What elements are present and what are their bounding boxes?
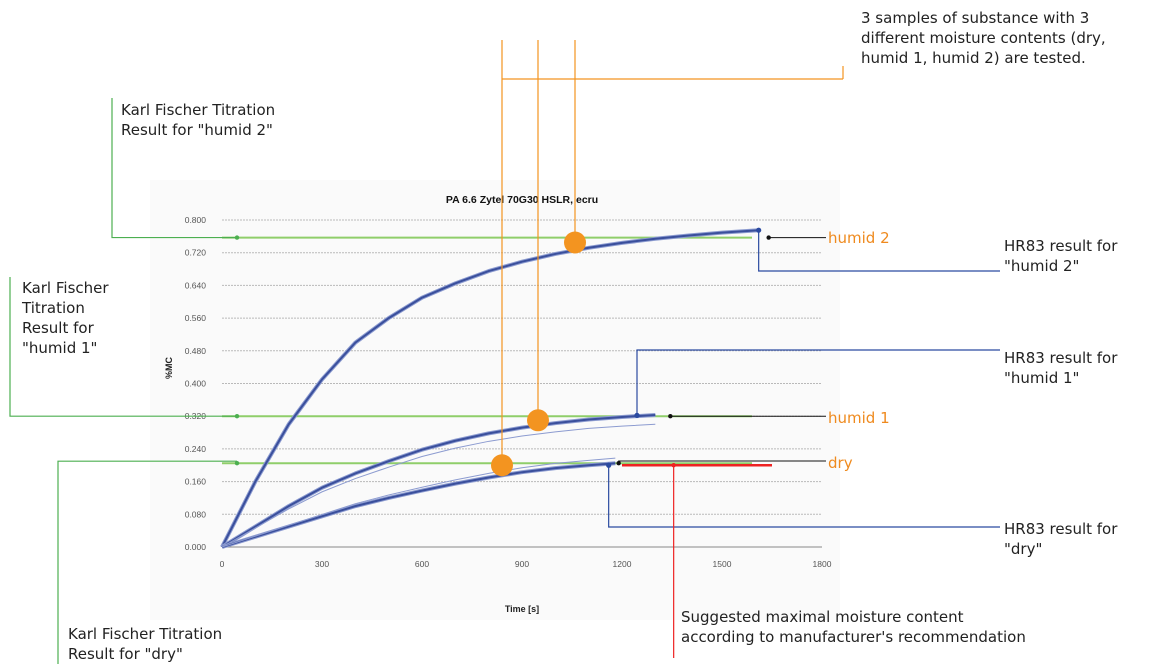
chart-background	[150, 180, 840, 620]
x-tick-label: 1200	[613, 559, 632, 569]
series-label-humid-2: humid 2	[828, 229, 890, 247]
curve-layer	[220, 228, 759, 549]
x-tick-label: 900	[515, 559, 529, 569]
leader-layer	[9, 98, 1000, 664]
y-tick-label: 0.160	[185, 477, 207, 487]
series-labels: humid 2 humid 1 dry	[828, 229, 890, 472]
series-line-dry	[221, 462, 616, 548]
suggested-max-note: Suggested maximal moisture content accor…	[681, 608, 1026, 646]
label-leader	[618, 460, 826, 464]
hr83-humid1-note: HR83 result for "humid 1"	[1004, 349, 1118, 387]
orange-markers	[491, 40, 844, 477]
series-replicate-line	[221, 423, 656, 548]
kf-marker	[234, 461, 240, 466]
y-tick-label: 0.240	[185, 444, 207, 454]
hr83-leader	[608, 465, 1000, 528]
orange-marker-dot	[527, 409, 549, 432]
series-label-humid-1: humid 1	[828, 409, 890, 427]
y-tick-label: 0.560	[185, 313, 207, 323]
y-tick-label: 0.000	[185, 542, 207, 552]
series-replicate-line	[221, 457, 616, 548]
kf-humid2-note: Karl Fischer Titration Result for "humid…	[121, 101, 276, 139]
series-line-humid-1	[221, 413, 656, 548]
y-tick-label: 0.480	[185, 346, 207, 356]
orange-marker-dot	[564, 231, 586, 254]
samples-note: 3 samples of substance with 3 different …	[861, 9, 1106, 67]
x-tick-label: 1500	[713, 559, 732, 569]
kf-humid1-leader	[9, 277, 237, 417]
y-tick-label: 0.720	[185, 248, 207, 258]
x-tick-label: 0	[220, 559, 225, 569]
x-tick-label: 600	[415, 559, 429, 569]
kf-dry-note: Karl Fischer Titration Result for "dry"	[68, 625, 223, 663]
hr83-leader	[636, 349, 1000, 416]
chart-title: PA 6.6 Zytel 70G30 HSLR, ecru	[446, 194, 598, 206]
series-label-dry: dry	[828, 454, 853, 472]
hr83-humid2-note: HR83 result for "humid 2"	[1004, 237, 1118, 275]
x-axis-label: Time [s]	[505, 604, 539, 614]
y-tick-label: 0.080	[185, 509, 207, 519]
x-tick-label: 1800	[813, 559, 832, 569]
series-line-humid-2	[221, 229, 759, 548]
y-axis-label: %MC	[164, 357, 174, 379]
kf-dry-leader	[57, 460, 237, 664]
orange-marker-dot	[491, 454, 513, 477]
grid-layer	[222, 219, 822, 515]
x-tick-label: 300	[315, 559, 329, 569]
hr83-leader	[758, 230, 1000, 272]
hr83-dry-note: HR83 result for "dry"	[1004, 520, 1118, 558]
y-tick-label: 0.400	[185, 379, 207, 389]
kf-humid1-note: Karl Fischer Titration Result for "humid…	[22, 279, 109, 357]
kf-humid2-leader	[111, 98, 237, 239]
y-tick-label: 0.640	[185, 280, 207, 290]
y-tick-label: 0.800	[185, 215, 207, 225]
